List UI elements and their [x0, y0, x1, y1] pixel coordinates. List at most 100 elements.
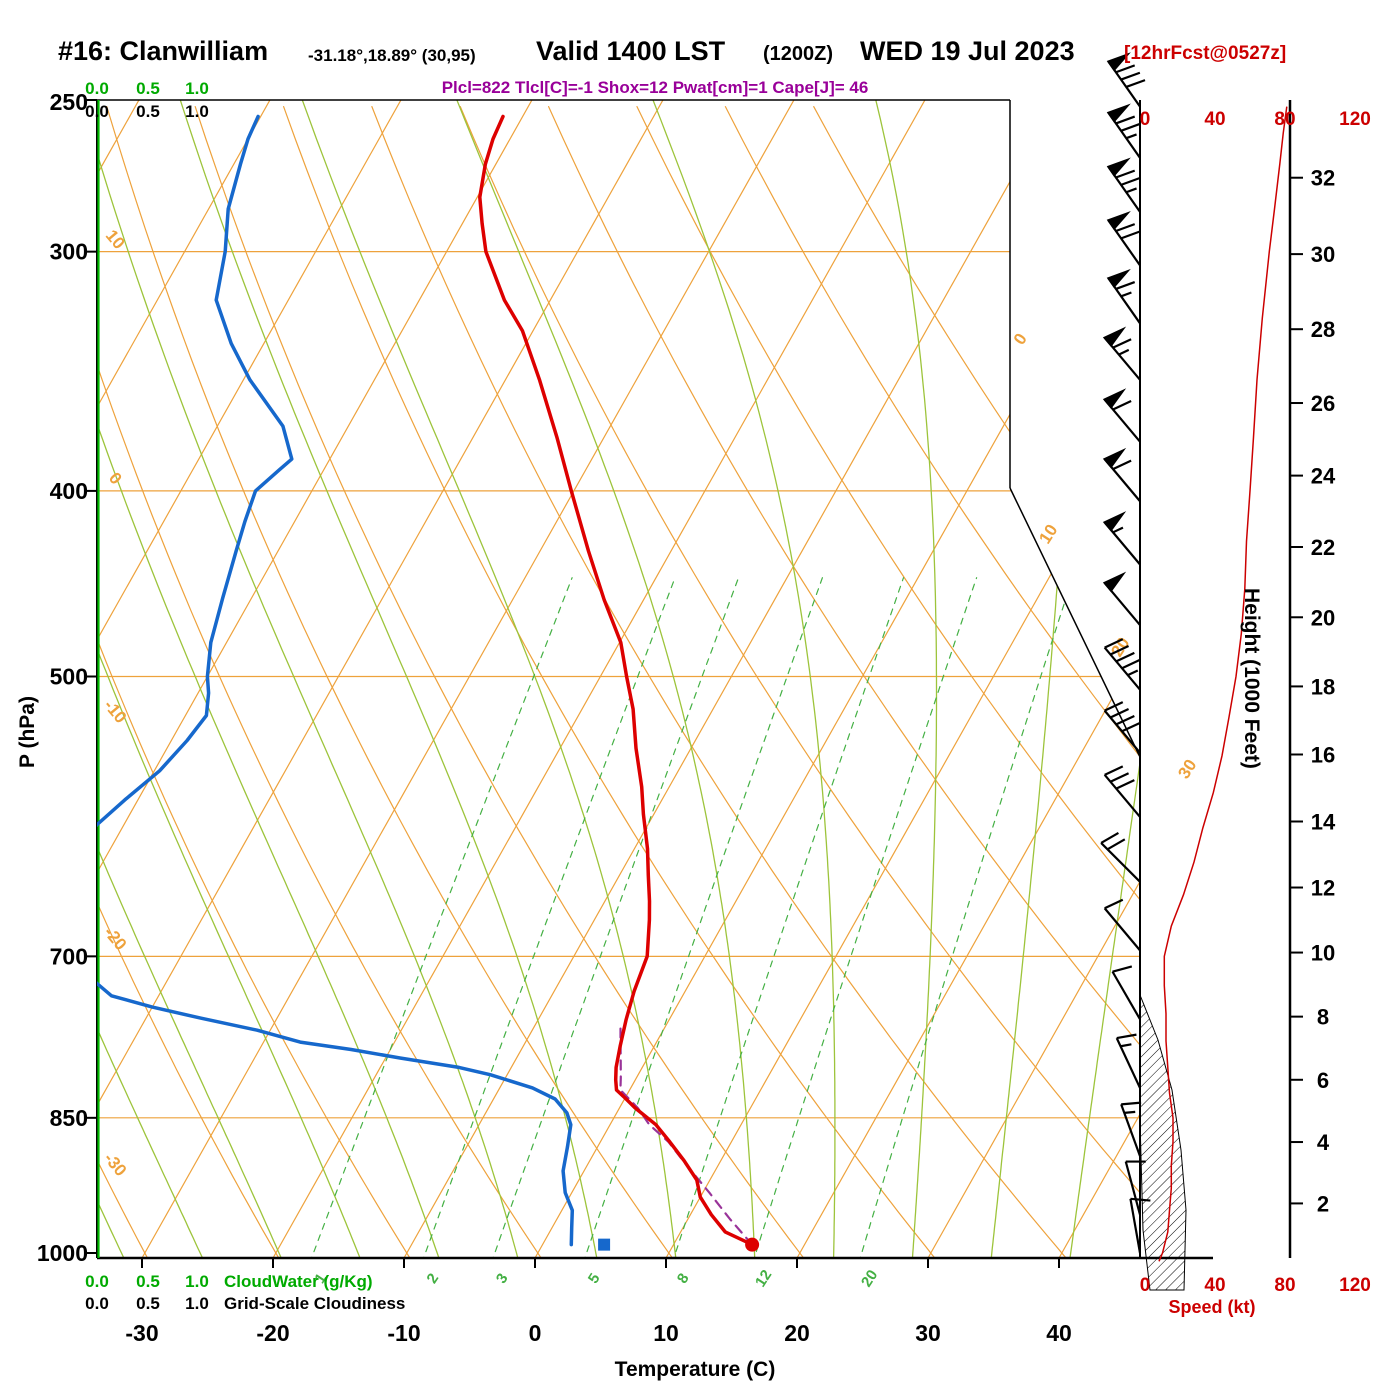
wind-barb: [1106, 157, 1141, 213]
cloudiness-scale-bot-0: 0.0: [85, 1294, 109, 1313]
height-tick-label: 16: [1311, 742, 1335, 767]
cloudiness-scale-top-0: 0.0: [85, 102, 109, 121]
isotherm-label: 0: [1010, 330, 1031, 348]
speed-tick-label-bottom: 120: [1339, 1275, 1371, 1296]
wind-barb: [1129, 1197, 1151, 1254]
wind-barb: [1106, 52, 1146, 108]
speed-tick-label-bottom: 0: [1140, 1275, 1151, 1296]
wind-barb: [1102, 511, 1141, 566]
height-tick-label: 26: [1311, 391, 1335, 416]
speed-tick-label-top: 40: [1204, 109, 1225, 130]
wind-barb: [1106, 211, 1141, 267]
mixing-ratio-label: 8: [674, 1270, 693, 1286]
pressure-tick-label: 400: [50, 478, 88, 504]
pressure-tick-label: 500: [50, 664, 88, 690]
temperature-tick-label: -10: [387, 1320, 420, 1346]
cloudwater-scale-bot-0: 0.0: [85, 1272, 109, 1291]
skewt-background-grid: [97, 100, 1140, 1258]
wind-barb: [1103, 765, 1141, 818]
cloudwater-scale-top-0: 0.0: [85, 79, 109, 98]
wind-barb: [1100, 831, 1141, 883]
mixing-ratio-label: 12: [752, 1267, 775, 1290]
pressure-tick-label: 250: [50, 89, 88, 115]
hatch-region: [1139, 994, 1187, 1291]
surface-dewpoint-marker: [598, 1238, 611, 1251]
height-tick-label: 22: [1311, 535, 1335, 560]
temperature-tick-label: 20: [784, 1320, 810, 1346]
height-tick-label: 6: [1317, 1068, 1329, 1093]
valid-date: WED 19 Jul 2023: [860, 36, 1075, 66]
pressure-tick-label: 850: [50, 1105, 88, 1131]
cloudwater-scale-top-2: 1.0: [185, 79, 209, 98]
height-tick-label: 4: [1317, 1130, 1330, 1155]
isotherm-label: 30: [1174, 756, 1200, 782]
speed-tick-label-bottom: 40: [1204, 1275, 1225, 1296]
cloudiness-scale-bot-1: 0.5: [136, 1294, 160, 1313]
pressure-tick-label: 300: [50, 239, 88, 265]
wind-barb: [1111, 965, 1141, 1020]
height-tick-label: 24: [1311, 464, 1336, 489]
mixing-ratio-label: 5: [585, 1270, 604, 1286]
temperature-tick-label: 0: [529, 1320, 542, 1346]
height-tick-label: 12: [1311, 876, 1335, 901]
dewpoint-curve: [97, 114, 575, 1247]
indices-line: Plcl=822 Tlcl[C]=-1 Shox=12 Pwat[cm]=1 C…: [441, 78, 869, 97]
wind-barb: [1124, 1160, 1146, 1215]
temperature-tick-label: 40: [1046, 1320, 1072, 1346]
cloudwater-scale-bot-2: 1.0: [185, 1272, 209, 1291]
wind-barb: [1115, 1033, 1141, 1089]
cloudiness-scale-top-2: 1.0: [185, 102, 209, 121]
height-tick-label: 14: [1311, 810, 1336, 835]
wind-barb: [1103, 638, 1141, 691]
temperature-tick-label: -30: [125, 1320, 158, 1346]
speed-tick-label-top: 120: [1339, 109, 1371, 130]
height-tick-label: 2: [1317, 1191, 1329, 1216]
cloudiness-scale-top-1: 0.5: [136, 102, 160, 121]
height-tick-label: 28: [1311, 317, 1335, 342]
temperature-axis-title: Temperature (C): [614, 1358, 776, 1381]
wind-barb: [1102, 388, 1141, 443]
speed-axis-title: Speed (kt): [1168, 1297, 1256, 1317]
dry-adiabat-label: -20: [100, 923, 130, 954]
speed-tick-label-top: 0: [1140, 109, 1151, 130]
height-tick-label: 20: [1311, 605, 1335, 630]
station-coords: -31.18°,18.89° (30,95): [308, 46, 476, 65]
forecast-tag: [12hrFcst@0527z]: [1124, 43, 1287, 64]
height-axis-title: Height (1000 Feet): [1240, 588, 1263, 769]
temperature-tick-label: -20: [256, 1320, 289, 1346]
wind-barb: [1102, 326, 1141, 381]
mixing-ratio-label: 2: [423, 1270, 442, 1286]
height-tick-label: 18: [1311, 674, 1335, 699]
wind-barb: [1103, 701, 1141, 754]
height-tick-label: 10: [1311, 941, 1335, 966]
sounding-profiles: [97, 114, 760, 1252]
dry-adiabat-label: 0: [105, 469, 126, 488]
mixing-ratio-label: 20: [858, 1267, 881, 1290]
isotherm-label: 10: [1035, 521, 1061, 547]
wind-barb: [1106, 268, 1141, 324]
height-tick-label: 32: [1311, 166, 1335, 191]
pressure-tick-label: 700: [50, 943, 88, 969]
mixing-ratio-labels: 1 2 3 5 8 12 20: [311, 1267, 881, 1290]
height-tick-label: 8: [1317, 1005, 1329, 1030]
wind-hatch-area: [1139, 994, 1187, 1291]
temperature-tick-labels: -30 -20 -10 0 10 20 30 40: [125, 1320, 1071, 1346]
wind-barb: [1120, 1101, 1142, 1157]
temperature-curve: [478, 114, 754, 1247]
dry-adiabat-labels: 100-10-20-30: [100, 226, 130, 1180]
cloudwater-scale-bot-1: 0.5: [136, 1272, 160, 1291]
pressure-tick-label: 1000: [37, 1240, 88, 1266]
temperature-tick-label: 30: [915, 1320, 941, 1346]
station-title: #16: Clanwilliam: [58, 36, 269, 66]
speed-profile-curve: [1158, 106, 1288, 1262]
valid-zulu: (1200Z): [763, 43, 834, 65]
wind-barb: [1102, 571, 1141, 626]
dry-adiabat-label: 10: [102, 226, 129, 253]
cloudiness-label: Grid-Scale Cloudiness: [224, 1294, 406, 1313]
cloudwater-scale-top-1: 0.5: [136, 79, 160, 98]
mixing-ratio-label: 3: [493, 1270, 512, 1286]
